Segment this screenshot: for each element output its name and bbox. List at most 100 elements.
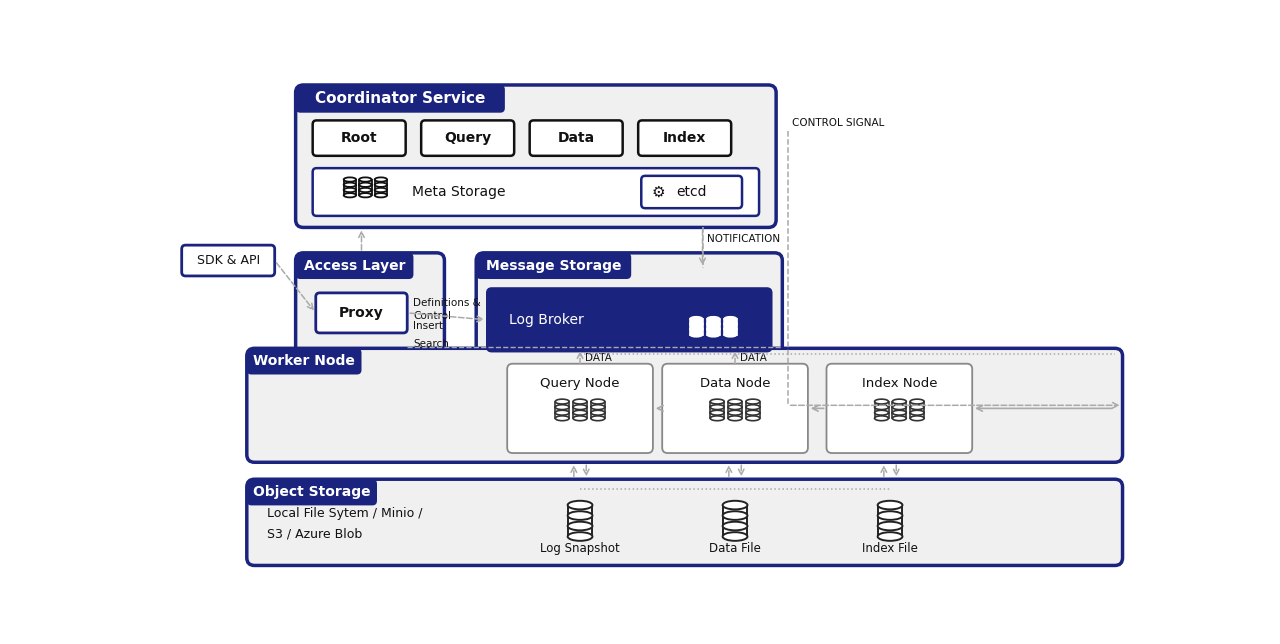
Ellipse shape	[375, 193, 387, 198]
Bar	[728, 402, 742, 407]
Bar	[710, 402, 724, 407]
Text: Insert: Insert	[413, 321, 443, 331]
Bar	[343, 180, 356, 185]
Ellipse shape	[723, 522, 748, 531]
Text: CONTROL SIGNAL: CONTROL SIGNAL	[792, 118, 884, 128]
Ellipse shape	[591, 404, 605, 410]
Bar	[556, 402, 570, 407]
Text: Object Storage: Object Storage	[253, 486, 371, 499]
Bar	[874, 407, 888, 413]
Ellipse shape	[573, 404, 588, 410]
Ellipse shape	[710, 410, 724, 415]
Ellipse shape	[892, 399, 906, 404]
Ellipse shape	[728, 416, 742, 421]
Bar	[343, 190, 356, 195]
Ellipse shape	[707, 322, 719, 327]
Ellipse shape	[343, 183, 356, 187]
Ellipse shape	[724, 317, 736, 321]
FancyBboxPatch shape	[296, 253, 413, 279]
Bar	[874, 402, 888, 407]
Bar	[567, 526, 593, 536]
Text: Index Node: Index Node	[861, 377, 937, 390]
Text: Local File Sytem / Minio /
S3 / Azure Blob: Local File Sytem / Minio / S3 / Azure Bl…	[268, 507, 422, 541]
Ellipse shape	[910, 416, 924, 421]
Bar	[360, 190, 371, 195]
Bar	[591, 407, 605, 413]
Ellipse shape	[360, 183, 371, 187]
Text: Proxy: Proxy	[339, 306, 384, 320]
Ellipse shape	[375, 177, 387, 182]
Text: Log Snapshot: Log Snapshot	[540, 542, 620, 555]
Text: DATA: DATA	[740, 352, 767, 363]
Ellipse shape	[567, 511, 593, 520]
Ellipse shape	[360, 193, 371, 198]
Text: Query: Query	[444, 131, 492, 145]
Ellipse shape	[724, 332, 736, 337]
Ellipse shape	[892, 416, 906, 421]
Text: ⚙: ⚙	[652, 185, 666, 200]
Bar	[892, 413, 906, 418]
Bar	[710, 407, 724, 413]
Bar	[375, 180, 387, 185]
Bar	[892, 407, 906, 413]
Ellipse shape	[591, 410, 605, 415]
Text: Log Broker: Log Broker	[508, 313, 584, 327]
Text: Data Node: Data Node	[700, 377, 771, 390]
Ellipse shape	[360, 177, 371, 182]
Bar	[360, 180, 371, 185]
Bar	[746, 413, 760, 418]
Bar	[567, 505, 593, 516]
Bar	[707, 329, 719, 335]
Bar	[573, 413, 588, 418]
FancyBboxPatch shape	[530, 120, 622, 156]
Text: DATA: DATA	[585, 352, 612, 363]
Ellipse shape	[343, 193, 356, 198]
Ellipse shape	[746, 404, 760, 410]
Ellipse shape	[690, 317, 703, 321]
Text: etcd: etcd	[676, 185, 707, 199]
Text: Index File: Index File	[863, 542, 918, 555]
Ellipse shape	[591, 416, 605, 421]
Ellipse shape	[878, 511, 902, 520]
Ellipse shape	[690, 327, 703, 332]
FancyBboxPatch shape	[476, 253, 631, 279]
Ellipse shape	[707, 327, 719, 332]
Text: NOTIFICATION: NOTIFICATION	[707, 234, 781, 243]
Ellipse shape	[375, 188, 387, 192]
FancyBboxPatch shape	[316, 293, 407, 333]
Bar	[723, 526, 748, 536]
Bar	[591, 402, 605, 407]
Text: Coordinator Service: Coordinator Service	[315, 91, 485, 106]
Bar	[878, 526, 902, 536]
Ellipse shape	[874, 399, 888, 404]
FancyBboxPatch shape	[507, 364, 653, 453]
Bar	[375, 190, 387, 195]
Text: Worker Node: Worker Node	[253, 354, 355, 368]
Bar	[723, 505, 748, 516]
Bar	[910, 407, 924, 413]
Bar	[690, 319, 703, 324]
Ellipse shape	[375, 183, 387, 187]
Ellipse shape	[910, 399, 924, 404]
Text: Meta Storage: Meta Storage	[412, 185, 506, 199]
Bar	[723, 516, 748, 526]
Ellipse shape	[343, 177, 356, 182]
Bar	[556, 407, 570, 413]
Ellipse shape	[567, 501, 593, 509]
Bar	[728, 413, 742, 418]
Bar	[746, 402, 760, 407]
Bar	[360, 185, 371, 190]
Ellipse shape	[728, 410, 742, 415]
Ellipse shape	[360, 188, 371, 192]
FancyBboxPatch shape	[182, 245, 275, 276]
FancyBboxPatch shape	[247, 479, 378, 506]
Bar	[710, 413, 724, 418]
Text: Query Node: Query Node	[540, 377, 620, 390]
FancyBboxPatch shape	[641, 176, 742, 208]
Bar	[910, 402, 924, 407]
Ellipse shape	[746, 416, 760, 421]
Ellipse shape	[343, 188, 356, 192]
Ellipse shape	[746, 399, 760, 404]
FancyBboxPatch shape	[488, 289, 772, 352]
Ellipse shape	[878, 501, 902, 509]
